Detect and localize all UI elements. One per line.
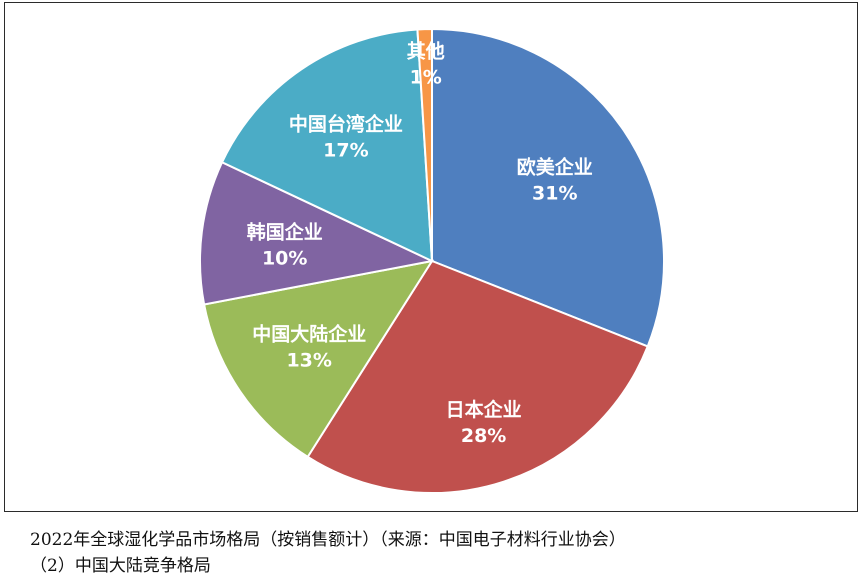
figure-subcaption: （2）中国大陆竞争格局 <box>30 556 211 576</box>
slice-label-taiwan: 中国台湾企业 17% <box>289 112 403 161</box>
slice-percent-western: 31% <box>532 183 577 205</box>
pie-slice-japan <box>306 259 650 494</box>
slice-category-taiwan: 中国台湾企业 <box>289 112 403 135</box>
slice-label-other: 其他 1% <box>407 40 445 89</box>
slice-percent-taiwan: 17% <box>323 139 368 161</box>
slice-category-mainland-china: 中国大陆企业 <box>252 323 366 346</box>
figure-caption: 2022年全球湿化学品市场格局（按销售额计）（来源：中国电子材料行业协会） <box>30 530 626 550</box>
slice-category-western: 欧美企业 <box>517 156 593 179</box>
slice-percent-korea: 10% <box>262 247 307 269</box>
slice-label-mainland-china: 中国大陆企业 13% <box>252 323 366 372</box>
slice-category-other: 其他 <box>407 40 445 63</box>
slice-percent-japan: 28% <box>461 425 506 447</box>
slice-label-japan: 日本企业 28% <box>446 398 522 447</box>
chart-frame: 欧美企业 31% 日本企业 28% 中国大陆企业 13% 韩国企业 10% 中国台湾企业 17% 其… <box>4 2 858 512</box>
slice-category-japan: 日本企业 <box>446 398 522 421</box>
slice-category-korea: 韩国企业 <box>247 220 323 243</box>
slice-label-western: 欧美企业 31% <box>517 156 593 205</box>
pie-slice-korea <box>199 160 436 306</box>
pie-slice-mainland-china <box>202 259 435 459</box>
slice-percent-mainland-china: 13% <box>286 350 331 372</box>
pie-chart: 欧美企业 31% 日本企业 28% 中国大陆企业 13% 韩国企业 10% 中国台湾企业 17% 其… <box>199 27 665 494</box>
slice-label-korea: 韩国企业 10% <box>247 220 323 269</box>
pie-slice-other <box>416 27 433 262</box>
slice-percent-other: 1% <box>410 67 442 89</box>
pie-slice-taiwan <box>220 28 434 263</box>
pie-slice-western <box>431 27 665 348</box>
